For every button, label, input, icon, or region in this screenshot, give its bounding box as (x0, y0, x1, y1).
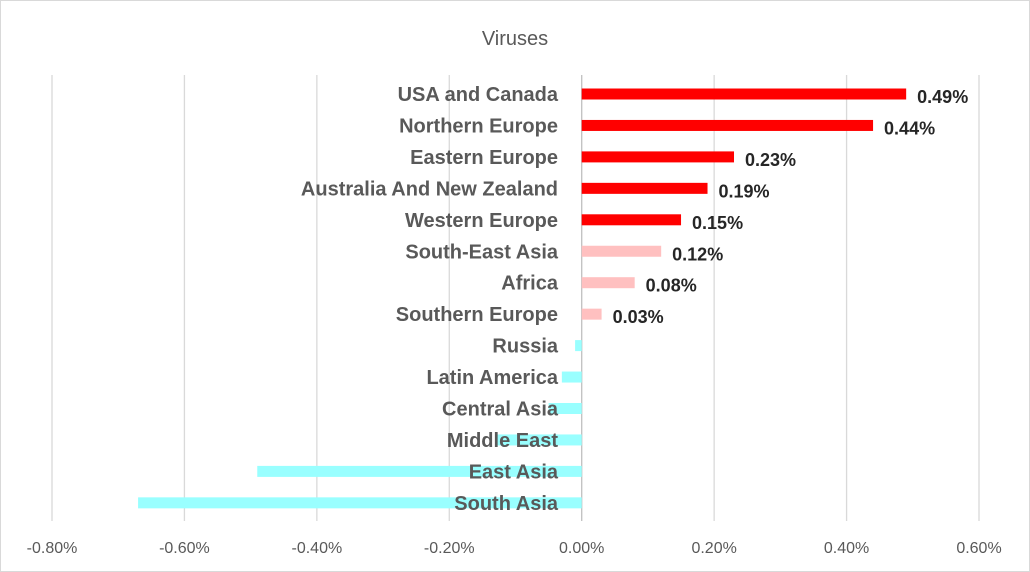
bar (561, 371, 582, 383)
bar (581, 214, 682, 226)
x-tick-label: 0.60% (956, 540, 1001, 557)
data-label: 0.15% (692, 213, 743, 233)
bar (581, 182, 708, 194)
bar (575, 340, 582, 352)
data-label: 0.03% (613, 307, 664, 327)
category-label: East Asia (469, 461, 559, 483)
x-tick-label: -0.80% (27, 540, 78, 557)
category-label: USA and Canada (398, 84, 559, 106)
category-label: Latin America (426, 367, 558, 389)
data-label: 0.19% (719, 181, 770, 201)
category-label: Africa (501, 273, 559, 295)
category-label: Middle East (447, 430, 558, 452)
x-tick-label: 0.20% (691, 540, 736, 557)
x-tick-label: 0.40% (824, 540, 869, 557)
x-tick-label: -0.40% (292, 540, 343, 557)
bar (257, 465, 582, 477)
bar (581, 119, 874, 131)
category-label: Russia (492, 336, 558, 358)
bar (138, 497, 582, 509)
x-tick-label: 0.00% (559, 540, 604, 557)
chart-title: Viruses (482, 28, 548, 50)
category-label: South Asia (454, 493, 559, 515)
x-tick-label: -0.60% (159, 540, 210, 557)
data-label: 0.12% (672, 244, 723, 264)
data-label: 0.49% (917, 87, 968, 107)
bar (581, 151, 735, 163)
bar (581, 277, 635, 289)
bar (581, 88, 907, 100)
data-label: 0.23% (745, 150, 796, 170)
data-label: 0.08% (646, 276, 697, 296)
category-label: South-East Asia (405, 241, 558, 263)
bar (581, 308, 602, 320)
bar (495, 434, 582, 446)
category-label: Northern Europe (399, 115, 558, 137)
category-label: Western Europe (405, 210, 558, 232)
data-label: 0.44% (884, 118, 935, 138)
category-label: Eastern Europe (410, 147, 558, 169)
bar (581, 245, 662, 257)
category-label: Central Asia (442, 399, 559, 421)
category-label: Australia And New Zealand (301, 178, 558, 200)
bar (548, 403, 582, 414)
x-tick-label: -0.20% (424, 540, 475, 557)
category-label: Southern Europe (396, 304, 558, 326)
